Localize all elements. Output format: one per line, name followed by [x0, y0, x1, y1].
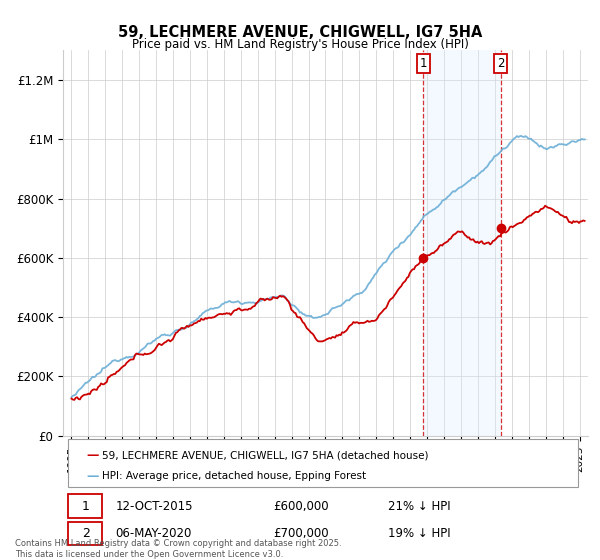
- Bar: [424, 50, 501, 436]
- Text: HPI: Average price, detached house, Epping Forest: HPI: Average price, detached house, Eppi…: [103, 472, 367, 481]
- Text: Contains HM Land Registry data © Crown copyright and database right 2025.
This d: Contains HM Land Registry data © Crown c…: [15, 539, 341, 559]
- Bar: [68, 494, 103, 518]
- Text: 12-OCT-2015: 12-OCT-2015: [115, 500, 193, 513]
- Text: 21% ↓ HPI: 21% ↓ HPI: [389, 500, 451, 513]
- Text: £700,000: £700,000: [273, 527, 329, 540]
- Text: 06-MAY-2020: 06-MAY-2020: [115, 527, 192, 540]
- Text: 19% ↓ HPI: 19% ↓ HPI: [389, 527, 451, 540]
- Text: Price paid vs. HM Land Registry's House Price Index (HPI): Price paid vs. HM Land Registry's House …: [131, 38, 469, 50]
- Text: —: —: [86, 470, 99, 483]
- Bar: [68, 439, 577, 487]
- Text: 59, LECHMERE AVENUE, CHIGWELL, IG7 5HA (detached house): 59, LECHMERE AVENUE, CHIGWELL, IG7 5HA (…: [103, 451, 429, 461]
- Text: 1: 1: [82, 500, 89, 513]
- Bar: [68, 521, 103, 545]
- Text: 59, LECHMERE AVENUE, CHIGWELL, IG7 5HA: 59, LECHMERE AVENUE, CHIGWELL, IG7 5HA: [118, 25, 482, 40]
- Text: 2: 2: [497, 57, 505, 70]
- Text: 2: 2: [82, 527, 89, 540]
- Text: £600,000: £600,000: [273, 500, 329, 513]
- Text: —: —: [86, 450, 99, 463]
- Text: 1: 1: [419, 57, 427, 70]
